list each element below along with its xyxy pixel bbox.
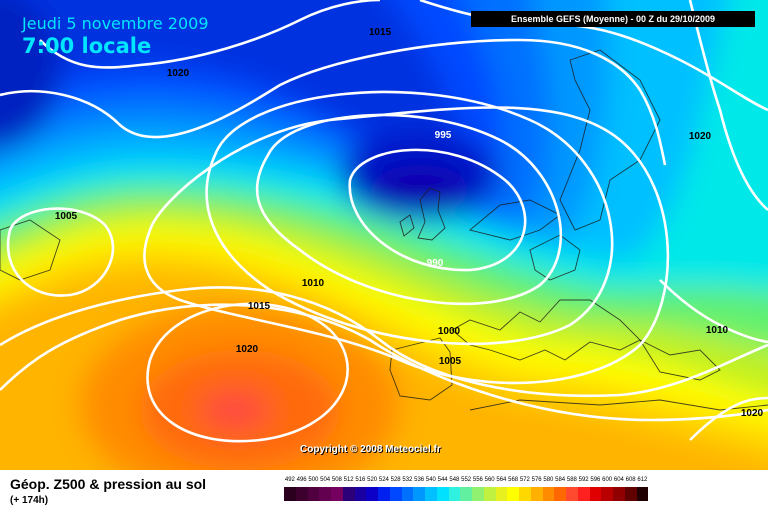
scale-color-swatch [624,487,637,501]
scale-value-label: 596 [590,477,601,483]
isobar-label: 1015 [248,301,271,312]
isobar-label: 1005 [55,211,78,222]
isobar-label: 1005 [439,356,462,367]
isobars [0,0,768,441]
scale-value-label: 592 [578,477,589,483]
scale-color-swatch [495,487,508,501]
scale-color-swatch [542,487,555,501]
scale-value-label: 544 [437,477,448,483]
scale-value-label: 512 [343,477,354,483]
scale-value-label: 536 [414,477,425,483]
scale-color-swatch [601,487,613,501]
scale-color-swatch [295,487,308,501]
scale-color-swatch [566,487,578,501]
color-scale-legend: 492 496 500 504 508 512 516 520 524 528 532 536 540 5… [284,477,649,501]
scale-color-swatch [425,487,437,501]
scale-color-swatch [389,487,402,501]
map-title: Géop. Z500 & pression au sol [10,476,207,492]
scale-value-label: 516 [355,477,366,483]
scale-color-swatch [342,487,355,501]
scale-color-swatch [507,487,519,501]
isobar-labels: 1015 1020 995 1020 1005 990 1010 1015 10… [55,27,764,419]
isobar-label: 1000 [438,326,461,337]
scale-color-swatch [577,487,590,501]
isobar-label: 1020 [236,344,259,355]
scale-color-swatch [460,487,472,501]
scale-value-label: 508 [331,477,342,483]
scale-color-swatch [436,487,449,501]
scale-value-label: 548 [449,477,460,483]
scale-color-swatch [378,487,390,501]
scale-value-label: 568 [508,477,519,483]
scale-value-label: 504 [320,477,331,483]
scale-color-swatch [354,487,367,501]
scale-value-label: 532 [402,477,413,483]
scale-color-swatch [483,487,496,501]
isobar-label: 1010 [302,278,325,289]
scale-color-swatch [636,487,649,501]
isobar-label: 1010 [706,325,729,336]
scale-value-label: 572 [519,477,530,483]
scale-color-swatch [401,487,414,501]
forecast-date: Jeudi 5 novembre 2009 [22,14,209,33]
forecast-lead-time: (+ 174h) [10,495,49,506]
isobar-label: 1020 [741,408,764,419]
scale-value-label: 552 [461,477,472,483]
isobar-label: 995 [435,130,452,141]
scale-value-label: 612 [637,477,648,483]
scale-color-swatch [413,487,425,501]
color-scale-labels: 492 496 500 504 508 512 516 520 524 528 532 536 540 5… [284,477,648,483]
geopotential-field [0,0,768,470]
scale-value-label: 608 [625,477,636,483]
scale-value-label: 584 [555,477,566,483]
scale-value-label: 524 [378,477,389,483]
scale-color-swatch [472,487,484,501]
scale-color-swatch [554,487,566,501]
scale-value-label: 556 [472,477,483,483]
scale-value-label: 604 [613,477,624,483]
scale-value-label: 560 [484,477,495,483]
scale-color-swatch [589,487,602,501]
scale-color-swatch [284,487,296,501]
scale-color-swatch [448,487,461,501]
copyright-notice: Copyright © 2008 Meteociel.fr [300,444,441,455]
scale-value-label: 492 [284,477,295,483]
scale-color-swatch [366,487,378,501]
isobar-label: 990 [427,258,444,269]
scale-color-swatch [613,487,625,501]
color-scale-swatches [284,487,649,501]
isobar-label: 1020 [689,131,712,142]
scale-color-swatch [530,487,543,501]
forecast-time: 7:00 locale [22,34,152,58]
weather-map: 1015 1020 995 1020 1005 990 1010 1015 10… [0,0,768,470]
scale-color-swatch [331,487,343,501]
scale-value-label: 564 [496,477,507,483]
scale-value-label: 600 [602,477,613,483]
scale-value-label: 540 [425,477,436,483]
scale-value-label: 576 [531,477,542,483]
isobar-label: 1015 [369,27,392,38]
scale-value-label: 528 [390,477,401,483]
scale-color-swatch [519,487,531,501]
scale-color-swatch [319,487,331,501]
model-run-label: Ensemble GEFS (Moyenne) - 00 Z du 29/10/… [471,11,755,27]
scale-value-label: 588 [566,477,577,483]
scale-value-label: 580 [543,477,554,483]
scale-value-label: 520 [367,477,378,483]
isobar-label: 1020 [167,68,190,79]
scale-value-label: 496 [296,477,307,483]
scale-value-label: 500 [308,477,319,483]
scale-color-swatch [307,487,320,501]
